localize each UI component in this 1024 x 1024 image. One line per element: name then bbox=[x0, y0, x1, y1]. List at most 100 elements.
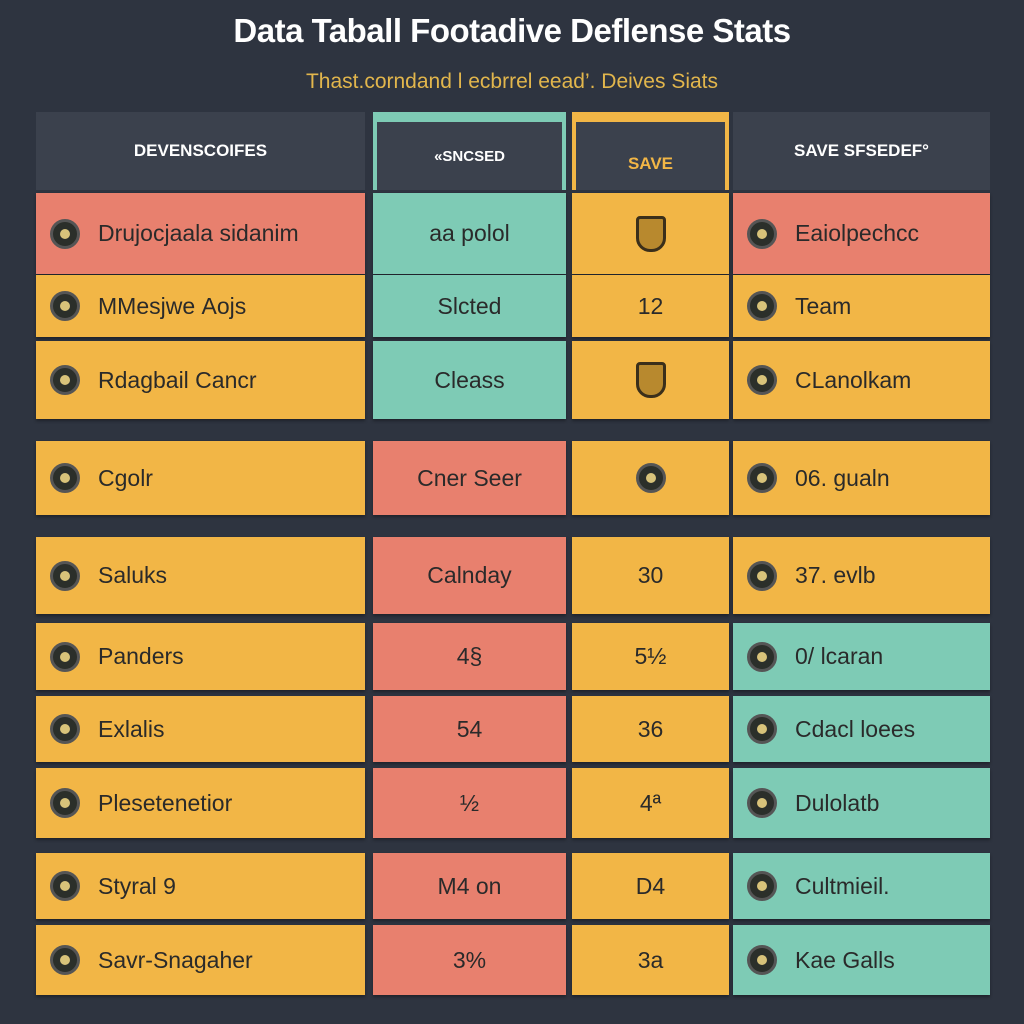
cell-text: 12 bbox=[637, 292, 664, 319]
team-badge-icon bbox=[50, 560, 80, 591]
page-subtitle: Thast.corndand l ecbrrel eead’. Deives S… bbox=[305, 70, 719, 93]
cell-text: 37. evlb bbox=[795, 562, 876, 588]
team-badge-icon bbox=[50, 291, 80, 321]
cell-text: 4§ bbox=[456, 643, 483, 669]
table-cell-r9-c1[interactable]: Styral 9 bbox=[36, 853, 365, 919]
column-header-1[interactable]: DEVENSCOIFES bbox=[36, 112, 365, 190]
table-cell-r5-c4[interactable]: 37. evlb bbox=[733, 537, 990, 614]
team-badge-icon bbox=[50, 714, 80, 744]
table-cell-r5-c3[interactable]: 30 bbox=[572, 537, 729, 614]
cell-text: 36 bbox=[637, 715, 664, 742]
table-cell-r9-c4[interactable]: Cultmieil. bbox=[733, 853, 990, 919]
cell-text: Plesetenetior bbox=[98, 789, 233, 816]
table-cell-r6-c1[interactable]: Panders bbox=[36, 623, 365, 690]
table-cell-r8-c2[interactable]: ½ bbox=[373, 768, 566, 838]
table-cell-r8-c4[interactable]: Dulolatb bbox=[733, 768, 990, 838]
table-cell-r4-c2[interactable]: Cner Seer bbox=[373, 441, 566, 515]
table-cell-r8-c3[interactable]: 4ª bbox=[572, 768, 729, 838]
column-header-3[interactable]: SAVE bbox=[572, 112, 729, 190]
cell-text: 0/ lcaran bbox=[795, 643, 884, 669]
team-badge-icon bbox=[50, 945, 80, 975]
table-cell-r10-c2[interactable]: 3% bbox=[373, 925, 566, 995]
table-cell-r1-c3[interactable] bbox=[572, 193, 729, 274]
cell-text: Slcted bbox=[437, 292, 502, 319]
table-cell-r8-c1[interactable]: Plesetenetior bbox=[36, 768, 365, 838]
table-cell-r5-c2[interactable]: Calnday bbox=[373, 537, 566, 614]
cell-text: MMesjwe Aojs bbox=[98, 292, 247, 319]
cell-text: 5½ bbox=[634, 643, 667, 669]
cell-text: Team bbox=[795, 292, 852, 319]
team-badge-icon bbox=[50, 641, 80, 672]
cell-text: 06. gualn bbox=[795, 464, 890, 491]
table-cell-r10-c3[interactable]: 3a bbox=[572, 925, 729, 995]
cell-text: Kae Galls bbox=[795, 946, 895, 973]
column-header-2[interactable]: «SNCSED bbox=[373, 112, 566, 190]
cell-text: Calnday bbox=[427, 562, 512, 588]
cell-text: Cdacl loees bbox=[795, 715, 916, 742]
cell-text: Rdagbail Cancr bbox=[98, 366, 257, 393]
team-badge-icon bbox=[747, 463, 777, 493]
column-header-4[interactable]: SAVE SFSEDEF° bbox=[733, 112, 990, 190]
cell-text: aa polol bbox=[429, 220, 510, 246]
table-cell-r7-c1[interactable]: Exlalis bbox=[36, 696, 365, 762]
team-badge-icon bbox=[747, 788, 777, 818]
table-cell-r10-c1[interactable]: Savr-Snagaher bbox=[36, 925, 365, 995]
team-badge-icon bbox=[747, 560, 777, 591]
cell-text: Cner Seer bbox=[417, 464, 522, 491]
table-cell-r2-c2[interactable]: Slcted bbox=[373, 275, 566, 337]
team-badge-icon bbox=[50, 871, 80, 901]
table-cell-r7-c4[interactable]: Cdacl loees bbox=[733, 696, 990, 762]
cell-text: D4 bbox=[635, 872, 666, 899]
table-cell-r6-c4[interactable]: 0/ lcaran bbox=[733, 623, 990, 690]
cell-text: Eaiolpechcc bbox=[795, 220, 920, 246]
badge-icon bbox=[635, 463, 666, 493]
team-badge-icon bbox=[50, 463, 80, 493]
team-badge-icon bbox=[50, 365, 80, 395]
table-cell-r3-c4[interactable]: CLanolkam bbox=[733, 341, 990, 419]
cell-text: Savr-Snagaher bbox=[98, 946, 253, 973]
team-badge-icon bbox=[747, 218, 777, 249]
team-badge-icon bbox=[747, 641, 777, 672]
table-cell-r2-c4[interactable]: Team bbox=[733, 275, 990, 337]
team-badge-icon bbox=[50, 218, 80, 249]
table-cell-r1-c2[interactable]: aa polol bbox=[373, 193, 566, 274]
table-cell-r3-c2[interactable]: Cleass bbox=[373, 341, 566, 419]
table-cell-r2-c1[interactable]: MMesjwe Aojs bbox=[36, 275, 365, 337]
team-badge-icon bbox=[50, 788, 80, 818]
table-cell-r1-c1[interactable]: Drujocjaala sidanim bbox=[36, 193, 365, 274]
table-cell-r4-c3[interactable] bbox=[572, 441, 729, 515]
table-cell-r7-c2[interactable]: 54 bbox=[373, 696, 566, 762]
cell-text: M4 on bbox=[437, 872, 502, 899]
cell-text: Dulolatb bbox=[795, 789, 880, 816]
cell-text: Cleass bbox=[434, 366, 505, 393]
table-cell-r5-c1[interactable]: Saluks bbox=[36, 537, 365, 614]
table-cell-r9-c2[interactable]: M4 on bbox=[373, 853, 566, 919]
cell-text: Styral 9 bbox=[98, 872, 176, 899]
table-cell-r3-c1[interactable]: Rdagbail Cancr bbox=[36, 341, 365, 419]
crest-icon bbox=[635, 215, 666, 252]
table-cell-r2-c3[interactable]: 12 bbox=[572, 275, 729, 337]
table-cell-r6-c2[interactable]: 4§ bbox=[373, 623, 566, 690]
page-title: Data Taball Footadive Deflense Stats bbox=[233, 12, 791, 49]
table-cell-r7-c3[interactable]: 36 bbox=[572, 696, 729, 762]
cell-text: Cultmieil. bbox=[795, 872, 890, 899]
cell-text: 30 bbox=[637, 562, 664, 588]
table-cell-r1-c4[interactable]: Eaiolpechcc bbox=[733, 193, 990, 274]
team-badge-icon bbox=[747, 871, 777, 901]
team-badge-icon bbox=[747, 714, 777, 744]
cell-text: Drujocjaala sidanim bbox=[98, 220, 299, 246]
table-cell-r4-c4[interactable]: 06. gualn bbox=[733, 441, 990, 515]
cell-text: CLanolkam bbox=[795, 366, 912, 393]
table-cell-r10-c4[interactable]: Kae Galls bbox=[733, 925, 990, 995]
cell-text: 3% bbox=[452, 946, 487, 973]
team-badge-icon bbox=[747, 365, 777, 395]
cell-text: Cgolr bbox=[98, 464, 153, 491]
table-cell-r3-c3[interactable] bbox=[572, 341, 729, 419]
cell-text: ½ bbox=[459, 789, 480, 816]
table-cell-r9-c3[interactable]: D4 bbox=[572, 853, 729, 919]
cell-text: 54 bbox=[456, 715, 483, 742]
table-cell-r6-c3[interactable]: 5½ bbox=[572, 623, 729, 690]
cell-text: 3a bbox=[637, 946, 664, 973]
cell-text: 4ª bbox=[639, 789, 662, 816]
table-cell-r4-c1[interactable]: Cgolr bbox=[36, 441, 365, 515]
